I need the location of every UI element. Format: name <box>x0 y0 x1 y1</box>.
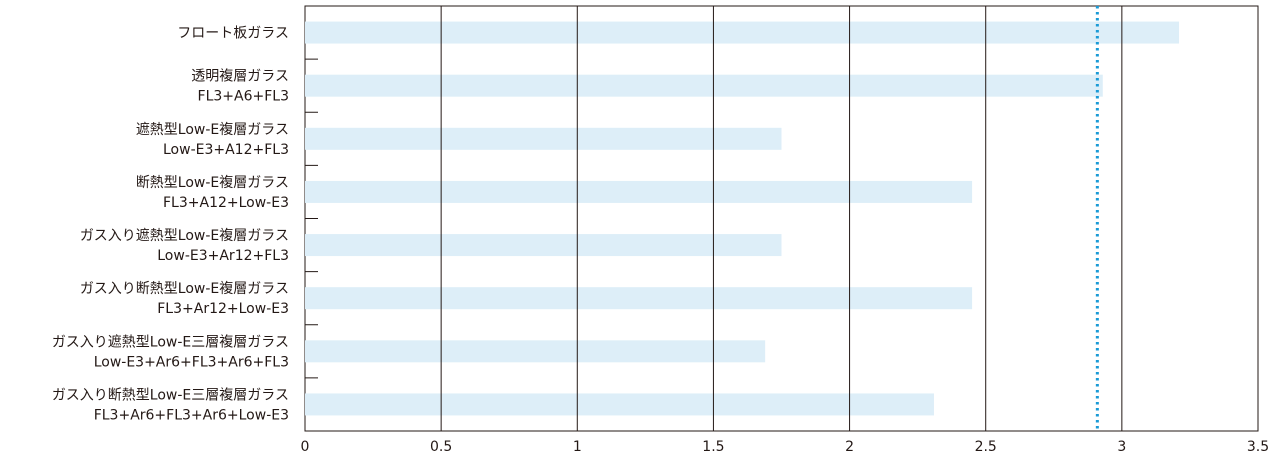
bar-3 <box>305 180 973 203</box>
category-label-5-1: FL3+Ar12+Low-E3 <box>157 301 289 317</box>
x-tick-label-3: 1.5 <box>702 439 724 455</box>
category-label-0-0: フロート板ガラス <box>177 26 289 42</box>
category-label-3-0: 断熱型Low-E複層ガラス <box>136 174 289 191</box>
bar-0 <box>305 21 1180 44</box>
bar-2 <box>305 127 782 150</box>
x-tick-label-6: 3 <box>1117 439 1126 455</box>
category-label-4-1: Low-E3+Ar12+FL3 <box>157 248 289 264</box>
category-label-1-0: 透明複層ガラス <box>191 68 289 85</box>
x-tick-label-4: 2 <box>845 439 854 455</box>
category-label-6-0: ガス入り遮熱型Low-E三層複層ガラス <box>52 333 289 350</box>
x-tick-label-1: 0.5 <box>430 439 452 455</box>
x-tick-label-5: 2.5 <box>975 439 997 455</box>
category-label-2-1: Low-E3+A12+FL3 <box>163 142 289 158</box>
category-label-5-0: ガス入り断熱型Low-E複層ガラス <box>80 280 289 297</box>
category-label-7-0: ガス入り断熱型Low-E三層複層ガラス <box>52 386 289 403</box>
bar-4 <box>305 234 782 257</box>
bar-1 <box>305 74 1103 97</box>
category-label-7-1: FL3+Ar6+FL3+Ar6+Low-E3 <box>94 407 289 423</box>
category-label-4-0: ガス入り遮熱型Low-E複層ガラス <box>80 227 289 244</box>
category-label-1-1: FL3+A6+FL3 <box>198 89 289 105</box>
x-tick-label-2: 1 <box>573 439 582 455</box>
category-label-6-1: Low-E3+Ar6+FL3+Ar6+FL3 <box>94 354 289 370</box>
category-label-2-0: 遮熱型Low-E複層ガラス <box>136 121 289 138</box>
x-tick-label-0: 0 <box>301 439 310 455</box>
category-label-3-1: FL3+A12+Low-E3 <box>163 195 289 211</box>
bar-6 <box>305 340 766 363</box>
bar-5 <box>305 287 973 310</box>
plot-frame <box>304 5 1259 432</box>
bar-7 <box>305 393 934 416</box>
x-tick-label-7: 3.5 <box>1247 439 1269 455</box>
